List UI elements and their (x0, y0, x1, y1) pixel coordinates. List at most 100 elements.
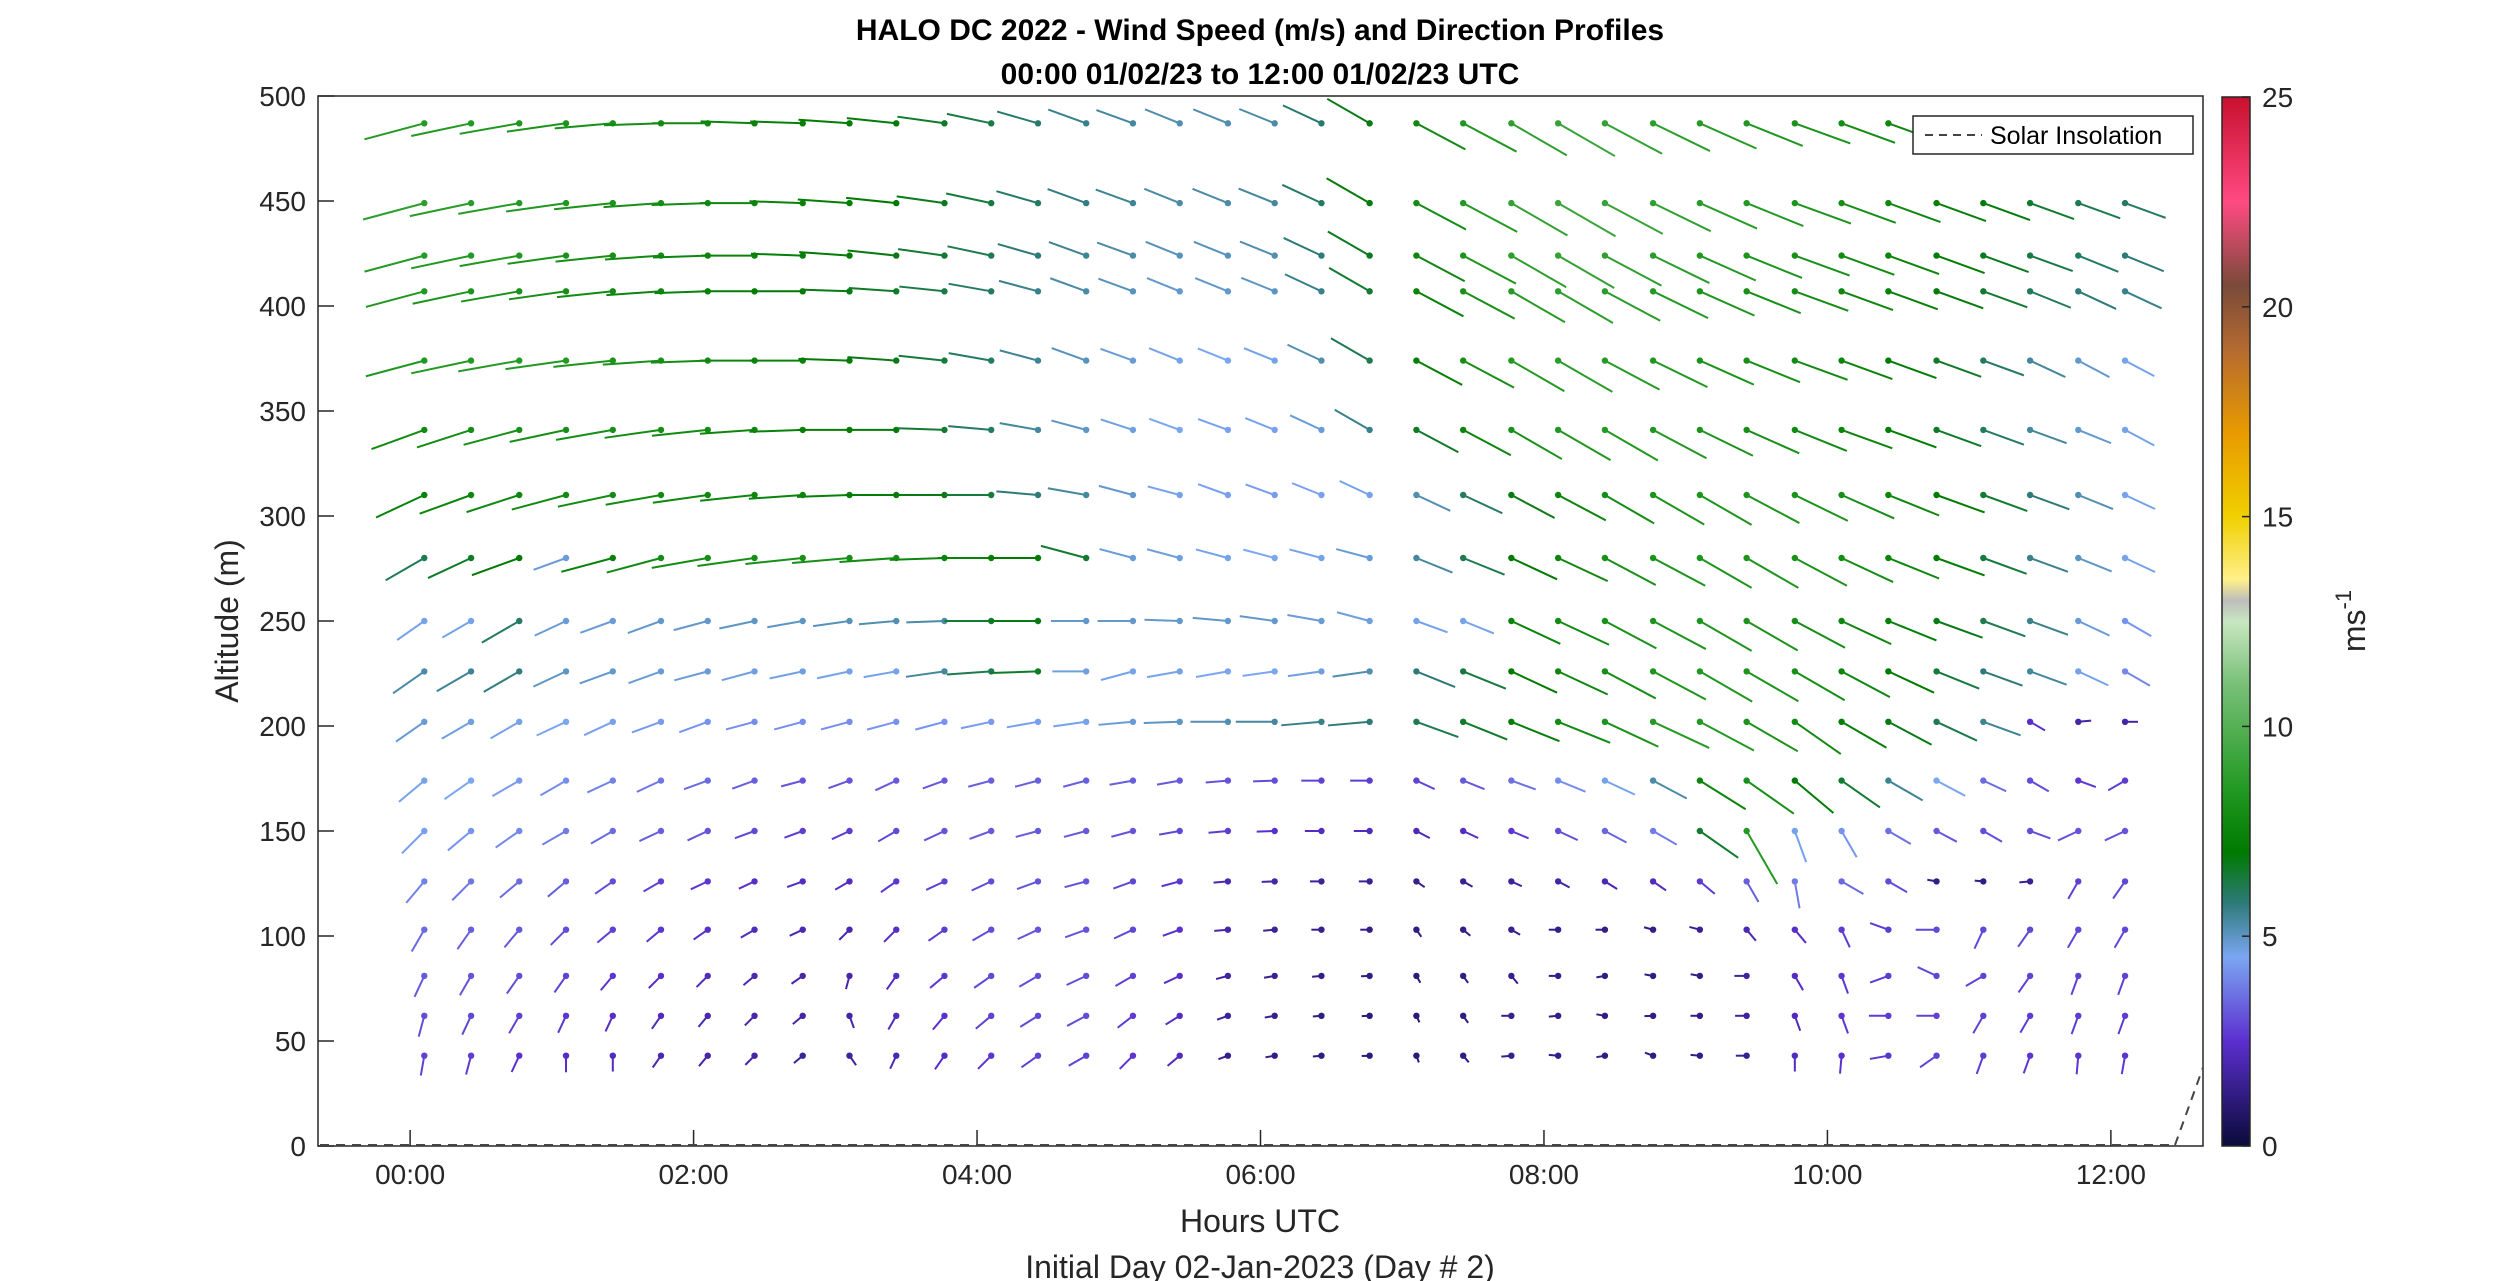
wind-barb-dot (467, 357, 475, 364)
wind-barb-dot (1838, 252, 1845, 259)
wind-barb-dot (1176, 491, 1183, 499)
wind-barb-dot (1696, 827, 1704, 835)
wind-barb-dot (1034, 878, 1042, 885)
wind-barb-line (1040, 544, 1087, 559)
wind-barb-line (1604, 779, 1636, 796)
wind-barb-dot (467, 288, 475, 295)
wind-barb-dot (1129, 426, 1137, 434)
wind-barb-dot (1366, 718, 1373, 725)
wind-barb-dot (516, 491, 523, 499)
wind-barb-dot (941, 199, 948, 207)
wind-barb-line (858, 620, 897, 626)
wind-barb-line (396, 620, 425, 641)
colorbar-tick-label: 15 (2262, 502, 2293, 533)
y-tick-label: 400 (259, 291, 306, 322)
wind-barb-dot (1743, 668, 1750, 675)
wind-barb-dot (1224, 668, 1232, 675)
wind-barb-dot (516, 926, 523, 933)
wind-barb-dot (1318, 1012, 1325, 1019)
wind-barb-line (1066, 1014, 1087, 1027)
wind-barb-dot (1224, 1012, 1232, 1019)
wind-barb-line (604, 254, 662, 261)
wind-barb-dot (2121, 199, 2129, 207)
wind-barb-dot (516, 1052, 523, 1059)
wind-barb-line (1746, 428, 1800, 455)
wind-barb-dot (609, 1012, 616, 1019)
wind-barb-line (1841, 779, 1881, 809)
wind-barb-line (1416, 620, 1448, 634)
wind-barb-dot (1034, 554, 1042, 562)
wind-barb-dot (751, 668, 758, 675)
wind-barb-line (1327, 720, 1370, 727)
wind-barb-line (1238, 187, 1276, 205)
wind-barb-line (539, 779, 567, 797)
wind-barb-dot (1791, 878, 1799, 885)
wind-barb-dot (1885, 827, 1892, 835)
wind-barb-line (1095, 188, 1134, 205)
wind-barb-line (2124, 359, 2155, 378)
wind-barb-dot (516, 426, 523, 434)
wind-barb-dot (799, 252, 806, 259)
wind-barb-dot (1885, 1052, 1892, 1059)
wind-barb-line (898, 354, 945, 362)
wind-barb-dot (1366, 357, 1373, 364)
wind-barb-line (1281, 183, 1322, 205)
wind-barb-dot (1082, 199, 1090, 207)
wind-barb-line (1793, 881, 1801, 909)
wind-barb-dot (1838, 491, 1845, 499)
wind-barb-line (1557, 429, 1612, 462)
wind-barb-line (769, 670, 803, 680)
wind-barb-dot (1176, 120, 1183, 127)
wind-barb-dot (704, 972, 711, 980)
wind-barb-line (365, 359, 425, 378)
wind-barb-dot (1743, 252, 1750, 259)
wind-barb-dot (1271, 718, 1278, 725)
wind-barb-dot (1459, 668, 1467, 675)
wind-barb-dot (1554, 827, 1562, 835)
wind-barb-line (2029, 428, 2067, 445)
wind-barb-dot (1034, 718, 1042, 725)
wind-barb-line (1018, 975, 1039, 988)
wind-barb-dot (1224, 972, 1232, 980)
wind-barb-line (1062, 779, 1087, 788)
wind-barb-line (1109, 779, 1134, 786)
wind-barb-dot (657, 668, 665, 675)
wind-barb-line (1652, 290, 1709, 320)
wind-barb-line (441, 720, 472, 740)
wind-barb-line (1239, 615, 1275, 622)
wind-barb-line (1462, 429, 1512, 457)
wind-barb-line (1936, 557, 1985, 577)
wind-barb-dot (799, 668, 806, 675)
wind-barb-dot (2121, 288, 2129, 295)
wind-barb-line (2124, 670, 2151, 687)
wind-barb-line (1604, 254, 1662, 287)
wind-barb-dot (1318, 878, 1325, 885)
wind-barb-dot (609, 288, 616, 295)
wind-barb-dot (1554, 491, 1562, 499)
wind-barb-line (458, 359, 520, 373)
wind-barb-dot (1082, 878, 1090, 885)
wind-barb-dot (893, 1012, 900, 1019)
wind-barb-line (1098, 484, 1134, 496)
wind-barb-dot (609, 357, 616, 364)
wind-barb-line (579, 620, 614, 634)
chart-title: HALO DC 2022 - Wind Speed (m/s) and Dire… (856, 14, 1664, 47)
wind-barb-dot (1933, 668, 1940, 675)
wind-barb-dot (893, 668, 900, 675)
wind-barb-line (1699, 557, 1753, 589)
wind-barb-line (1051, 419, 1087, 431)
wind-barb-dot (657, 1052, 665, 1059)
wind-barb-dot (1743, 878, 1750, 885)
wind-barb-line (798, 357, 850, 362)
wind-barb-dot (2075, 554, 2082, 562)
wind-barb-line (1510, 122, 1568, 157)
wind-barb-line (541, 830, 567, 846)
wind-barb-line (1887, 880, 1908, 894)
wind-barb-dot (467, 120, 475, 127)
wind-barb-dot (1838, 878, 1845, 885)
wind-barb-line (1888, 290, 1939, 311)
wind-barb-dot (799, 827, 806, 835)
wind-barb-dot (657, 926, 665, 933)
wind-barb-dot (1318, 252, 1325, 259)
